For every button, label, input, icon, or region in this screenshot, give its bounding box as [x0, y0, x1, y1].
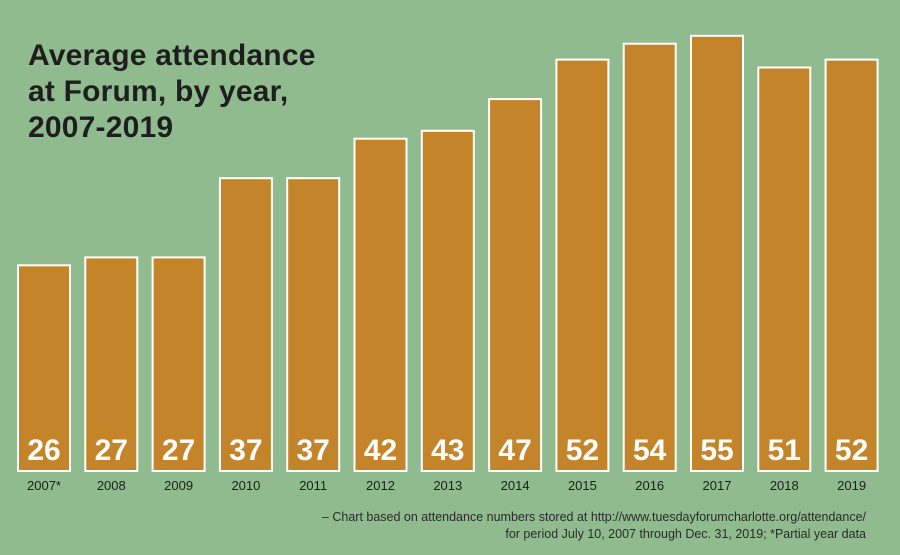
x-tick-label-2008: 2008	[97, 478, 126, 493]
bar-2007	[17, 264, 71, 472]
bar-2012	[353, 137, 408, 472]
x-tick-label-2012: 2012	[366, 478, 395, 493]
x-tick-label-2017: 2017	[703, 478, 732, 493]
bar-2010	[218, 177, 273, 472]
data-label-2019: 52	[835, 434, 868, 467]
data-label-2018: 51	[768, 434, 801, 467]
x-tick-label-2015: 2015	[568, 478, 597, 493]
bar-2017	[690, 34, 744, 473]
footnote-line-2: for period July 10, 2007 through Dec. 31…	[505, 527, 866, 541]
footnote-line-1: – Chart based on attendance numbers stor…	[321, 510, 866, 524]
x-tick-label-2010: 2010	[231, 478, 260, 493]
data-label-2008: 27	[95, 434, 128, 467]
chart-title-line-1: Average attendance	[28, 39, 316, 72]
bar-2016	[622, 42, 677, 472]
x-tick-label-2018: 2018	[770, 478, 799, 493]
bar-2018	[757, 66, 812, 472]
data-label-2010: 37	[229, 434, 262, 467]
data-label-2007: 26	[27, 434, 60, 467]
data-label-2016: 54	[633, 434, 667, 467]
bar-2011	[286, 177, 341, 472]
data-label-2015: 52	[566, 434, 599, 467]
bar-2014	[488, 98, 543, 472]
data-label-2009: 27	[162, 434, 195, 467]
data-label-2017: 55	[700, 434, 733, 467]
x-tick-label-2019: 2019	[837, 478, 866, 493]
bar-2009	[151, 256, 206, 472]
x-tick-label-2011: 2011	[299, 478, 327, 493]
bar-2013	[420, 129, 475, 473]
data-label-2012: 42	[364, 434, 397, 467]
data-label-2013: 43	[431, 434, 464, 467]
bar-2015	[555, 58, 610, 472]
source-footnote: – Chart based on attendance numbers stor…	[322, 509, 866, 543]
bar-2008	[84, 256, 139, 472]
data-label-2014: 47	[498, 434, 531, 467]
data-label-2011: 37	[297, 434, 330, 467]
x-tick-label-2013: 2013	[433, 478, 462, 493]
chart-title-line-2: at Forum, by year,	[28, 75, 289, 108]
bar-2019	[824, 58, 879, 472]
x-tick-label-2007: 2007*	[27, 478, 61, 493]
x-tick-label-2009: 2009	[164, 478, 193, 493]
x-tick-label-2016: 2016	[635, 478, 664, 493]
x-tick-label-2014: 2014	[501, 478, 530, 493]
chart-title: Average attendance at Forum, by year, 20…	[28, 38, 316, 146]
chart-title-line-3: 2007-2019	[28, 111, 174, 144]
